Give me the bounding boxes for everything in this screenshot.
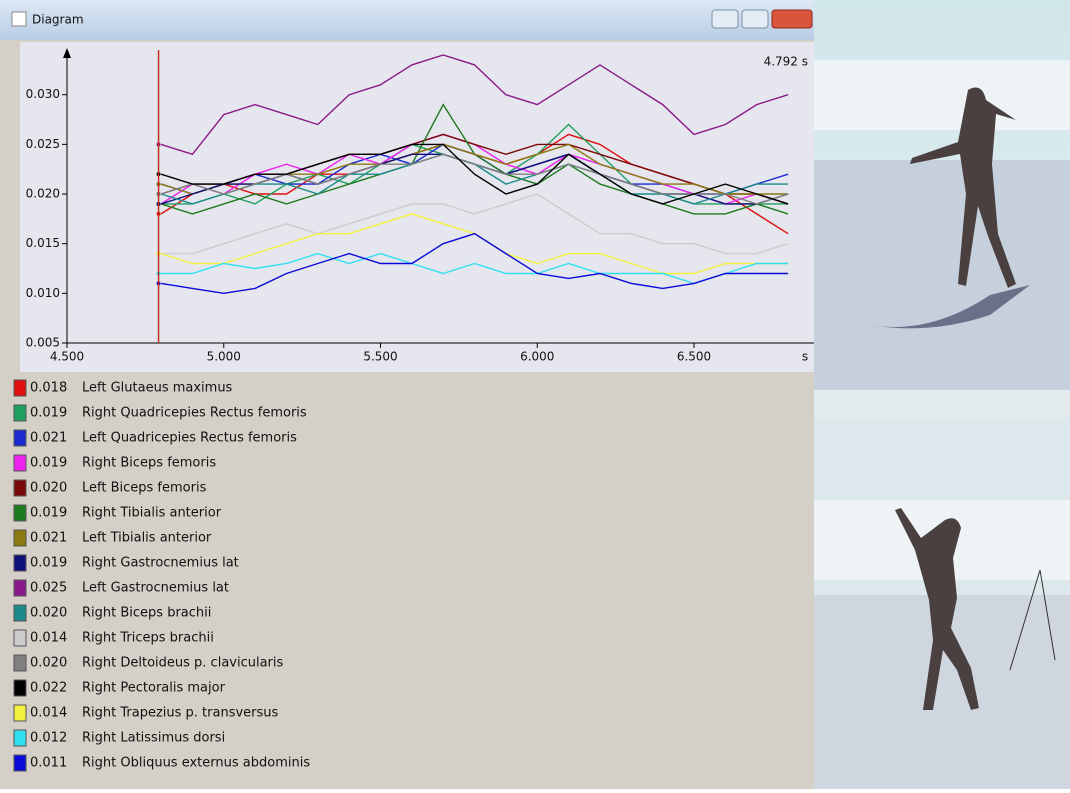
legend-value: 0.025 [30, 581, 67, 596]
legend-name: Left Biceps femoris [82, 481, 207, 496]
legend-value: 0.020 [30, 481, 67, 496]
building [814, 60, 1070, 130]
y-tick-label: 0.030 [26, 87, 60, 101]
legend-swatch [14, 730, 26, 746]
plot-area [20, 42, 814, 372]
legend-swatch [14, 480, 26, 496]
video-frames [814, 0, 1070, 789]
x-tick-label: 4.500 [50, 350, 84, 364]
legend-swatch [14, 555, 26, 571]
legend-name: Right Gastrocnemius lat [82, 556, 239, 571]
close-button[interactable] [772, 10, 812, 28]
legend-swatch [14, 530, 26, 546]
legend-name: Left Quadricepies Rectus femoris [82, 431, 297, 446]
legend-name: Right Trapezius p. transversus [82, 706, 279, 721]
legend-name: Right Pectoralis major [82, 681, 226, 696]
x-tick-label: 5.500 [363, 350, 397, 364]
legend-value: 0.012 [30, 731, 67, 746]
legend-name: Left Tibialis anterior [82, 531, 212, 546]
legend-value: 0.021 [30, 531, 67, 546]
legend-name: Left Glutaeus maximus [82, 381, 233, 396]
legend-name: Right Tibialis anterior [82, 506, 222, 521]
legend-name: Right Quadricepies Rectus femoris [82, 406, 307, 421]
legend-swatch [14, 755, 26, 771]
y-tick-label: 0.010 [26, 286, 60, 300]
cursor-label: 4.792 s [764, 55, 808, 69]
legend-swatch [14, 655, 26, 671]
legend-value: 0.011 [30, 756, 67, 771]
legend-swatch [14, 605, 26, 621]
x-tick-label: 6.500 [677, 350, 711, 364]
legend-swatch [14, 455, 26, 471]
legend-value: 0.019 [30, 406, 67, 421]
legend-swatch [14, 630, 26, 646]
y-tick-label: 0.005 [26, 336, 60, 350]
legend-value: 0.022 [30, 681, 67, 696]
x-tick-label: 6.000 [520, 350, 554, 364]
legend-value: 0.019 [30, 506, 67, 521]
legend-name: Right Obliquus externus abdominis [82, 756, 310, 771]
legend-value: 0.019 [30, 556, 67, 571]
legend-value: 0.014 [30, 706, 67, 721]
minimize-button[interactable] [712, 10, 738, 28]
legend-swatch [14, 405, 26, 421]
maximize-button[interactable] [742, 10, 768, 28]
legend-swatch [14, 505, 26, 521]
x-tick-label: 5.000 [207, 350, 241, 364]
y-tick-label: 0.015 [26, 236, 60, 250]
y-tick-label: 0.025 [26, 137, 60, 151]
legend-value: 0.020 [30, 606, 67, 621]
legend-swatch [14, 380, 26, 396]
legend-value: 0.021 [30, 431, 67, 446]
legend-name: Right Triceps brachii [82, 631, 214, 646]
legend-name: Right Latissimus dorsi [82, 731, 225, 746]
window-title: Diagram [32, 13, 84, 27]
legend-value: 0.020 [30, 656, 67, 671]
legend-name: Right Deltoideus p. clavicularis [82, 656, 284, 671]
x-unit: s [802, 350, 808, 364]
legend-value: 0.019 [30, 456, 67, 471]
legend-swatch [14, 680, 26, 696]
title-bar [0, 0, 814, 40]
legend-value: 0.018 [30, 381, 67, 396]
ground [814, 160, 1070, 390]
y-tick-label: 0.020 [26, 187, 60, 201]
legend-name: Right Biceps femoris [82, 456, 216, 471]
legend-swatch [14, 580, 26, 596]
legend-swatch [14, 705, 26, 721]
legend-swatch [14, 430, 26, 446]
legend-name: Right Biceps brachii [82, 606, 211, 621]
app-icon [12, 12, 26, 26]
legend-value: 0.014 [30, 631, 67, 646]
legend-name: Left Gastrocnemius lat [82, 581, 229, 596]
screen: Diagram s 0.018 Left Glutaeus maximus 0.01… [0, 0, 1070, 789]
